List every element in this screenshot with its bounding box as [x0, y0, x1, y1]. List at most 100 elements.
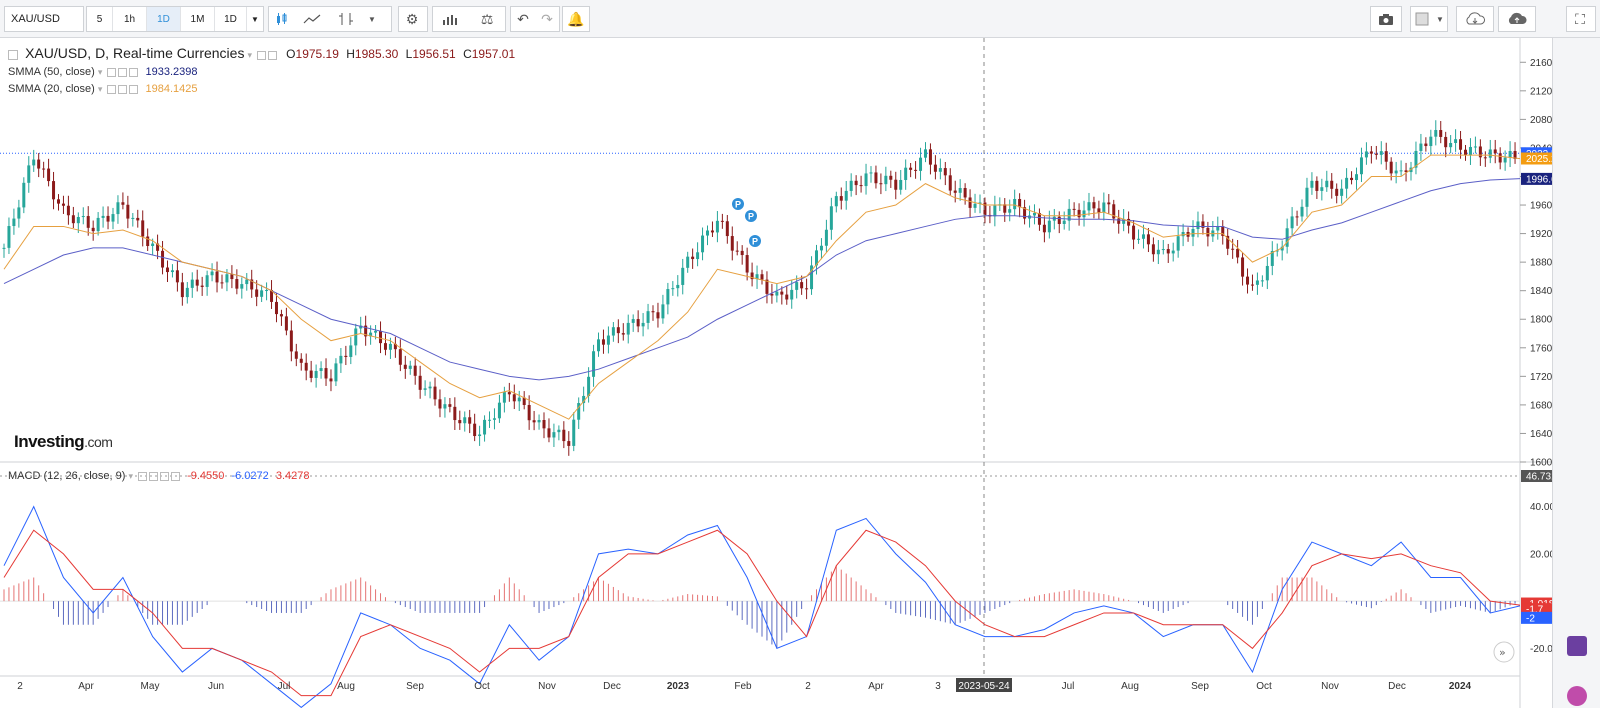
- candle-body: [834, 196, 838, 207]
- candle-body: [735, 250, 739, 252]
- price-tick-label: 1760.00: [1530, 343, 1552, 354]
- settings-small-icon[interactable]: [268, 50, 278, 60]
- visibility-icon[interactable]: [257, 50, 267, 60]
- event-marker[interactable]: [749, 235, 761, 247]
- interval-custom[interactable]: 1D: [215, 7, 247, 31]
- candle-body: [408, 365, 412, 369]
- macd-tick-label: 40.0000: [1530, 502, 1552, 513]
- interval-dropdown-icon[interactable]: ▼: [251, 14, 259, 24]
- time-tick-label: Dec: [603, 681, 621, 692]
- event-marker[interactable]: [745, 210, 757, 222]
- price-marker-badge: [1521, 152, 1552, 165]
- template-group: ▼: [1410, 6, 1448, 32]
- candle-body: [1275, 250, 1279, 252]
- candle-body: [1473, 146, 1477, 148]
- price-tick-label: 2120.00: [1530, 86, 1552, 97]
- interval-group: 5 1h 1D 1M 1D ▼: [86, 6, 264, 32]
- event-marker[interactable]: [732, 198, 744, 210]
- undo-icon[interactable]: ↶: [517, 10, 529, 27]
- interval-1h[interactable]: 1h: [113, 7, 147, 31]
- candle-body: [1394, 170, 1398, 174]
- candle-body: [433, 386, 437, 400]
- smma20-legend: SMMA (20, close) ▾ 1984.1425: [8, 83, 198, 95]
- candle-body: [933, 164, 937, 172]
- candle-body: [686, 256, 690, 268]
- cloud-upload-icon[interactable]: [1499, 7, 1535, 31]
- event-marker-label: P: [748, 212, 754, 222]
- candle-body: [1399, 170, 1403, 172]
- brain-icon[interactable]: [1567, 686, 1587, 706]
- candle-body: [146, 236, 150, 247]
- candle-body: [1508, 151, 1512, 158]
- time-tick-label: Sep: [406, 681, 424, 692]
- time-tick-label: 3: [935, 681, 941, 692]
- candle-body: [795, 282, 799, 290]
- smma20-dropdown-icon[interactable]: ▾: [97, 84, 103, 94]
- time-tick-label: Jul: [278, 681, 291, 692]
- candle-body: [661, 304, 665, 319]
- candle-body: [255, 289, 259, 297]
- candle-body: [1325, 180, 1329, 188]
- price-chart[interactable]: 2160.002120.002080.002040.002000.001960.…: [0, 38, 1552, 708]
- title-dropdown-icon[interactable]: ▾: [247, 50, 253, 60]
- candle-body: [81, 216, 85, 218]
- candle-body: [304, 362, 308, 371]
- studies-icon[interactable]: [433, 7, 469, 31]
- candle-body: [651, 311, 655, 313]
- candle-body: [388, 343, 392, 350]
- interval-1d[interactable]: 1D: [147, 7, 181, 31]
- scroll-to-latest-button[interactable]: [1493, 641, 1515, 663]
- redo-icon[interactable]: ↷: [541, 10, 553, 27]
- cloud-download-icon[interactable]: [1457, 7, 1493, 31]
- interval-5[interactable]: 5: [87, 7, 113, 31]
- candle-body: [958, 188, 962, 193]
- smma50-dropdown-icon[interactable]: ▾: [97, 67, 103, 77]
- template-icon[interactable]: [1411, 7, 1433, 31]
- book-icon[interactable]: [1567, 636, 1587, 656]
- candle-body: [1107, 202, 1111, 205]
- symbol-input[interactable]: XAU/USD: [4, 6, 84, 32]
- compare-icon[interactable]: [329, 7, 363, 31]
- candle-body: [91, 227, 95, 232]
- camera-icon[interactable]: [1371, 7, 1401, 31]
- candle-body: [279, 314, 283, 317]
- template-dropdown-icon[interactable]: ▼: [1436, 14, 1444, 24]
- candle-body: [547, 428, 551, 438]
- candle-body: [96, 217, 100, 232]
- candle-body: [175, 270, 179, 283]
- candle-body: [1478, 146, 1482, 158]
- double-chevron-icon[interactable]: »: [1499, 646, 1506, 659]
- price-marker-label: 1996.62: [1526, 174, 1552, 185]
- fullscreen-icon[interactable]: ⛶: [1575, 10, 1585, 27]
- settings-icon[interactable]: ⚙: [405, 10, 419, 27]
- macd-signal-value: 3.4278: [275, 470, 310, 482]
- interval-1m[interactable]: 1M: [181, 7, 215, 31]
- signal-line: [3, 529, 1521, 697]
- chart-type-dropdown-icon[interactable]: ▼: [368, 14, 376, 24]
- close-label: C: [463, 47, 472, 61]
- macd-dropdown-icon[interactable]: ▾: [128, 471, 133, 481]
- candle-body: [299, 358, 303, 363]
- candle-body: [1364, 151, 1368, 158]
- candle-body: [492, 418, 496, 420]
- candle-body: [522, 397, 526, 405]
- candle-body: [1434, 130, 1438, 137]
- balance-icon[interactable]: ⚖: [480, 10, 494, 27]
- candle-body: [1127, 218, 1131, 226]
- candle-body: [770, 293, 774, 296]
- candle-body: [413, 365, 417, 376]
- price-marker-badge: [1521, 172, 1552, 185]
- candle-body: [76, 217, 80, 224]
- smma50-value: 1933.2398: [145, 66, 198, 78]
- indicators-icon[interactable]: [295, 7, 329, 31]
- collapse-icon[interactable]: [8, 50, 18, 61]
- candle-body: [968, 197, 972, 208]
- candle-body: [1082, 210, 1086, 218]
- candle-body: [1047, 220, 1051, 233]
- candle-body: [532, 420, 536, 423]
- alert-icon[interactable]: 🔔: [567, 10, 585, 27]
- candle-body: [458, 420, 462, 424]
- candle-body: [478, 434, 482, 437]
- candle-style-icon[interactable]: [269, 7, 295, 31]
- candle-body: [1112, 204, 1116, 219]
